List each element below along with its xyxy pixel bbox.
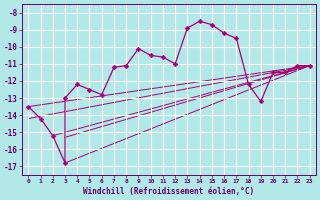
X-axis label: Windchill (Refroidissement éolien,°C): Windchill (Refroidissement éolien,°C) <box>84 187 255 196</box>
